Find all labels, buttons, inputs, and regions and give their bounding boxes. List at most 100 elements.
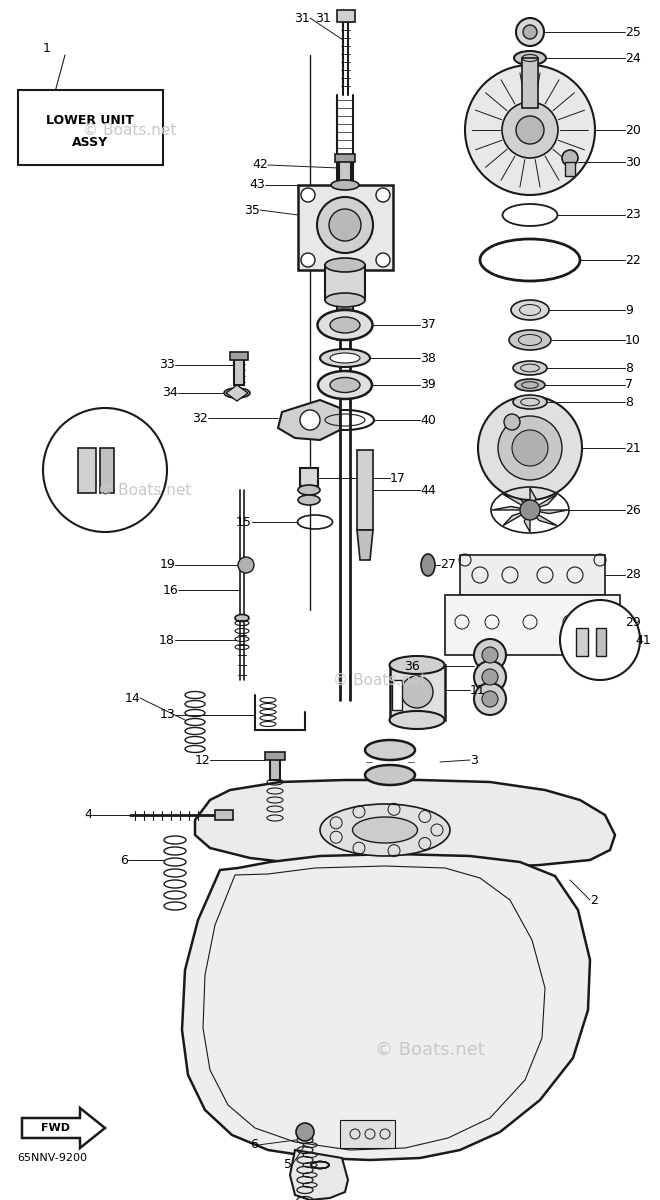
Bar xyxy=(445,595,620,655)
Bar xyxy=(337,10,355,22)
Text: 26: 26 xyxy=(625,504,641,516)
Text: 25: 25 xyxy=(625,25,641,38)
Circle shape xyxy=(516,18,544,46)
Bar xyxy=(234,355,244,385)
Ellipse shape xyxy=(389,710,444,728)
Circle shape xyxy=(474,638,506,671)
Text: FWD: FWD xyxy=(40,1123,69,1133)
Circle shape xyxy=(300,410,320,430)
Bar xyxy=(596,628,606,656)
Text: © Boats.net: © Boats.net xyxy=(333,672,426,688)
Circle shape xyxy=(376,188,390,202)
Text: 12: 12 xyxy=(194,754,210,767)
Bar xyxy=(576,628,588,656)
Text: 29: 29 xyxy=(625,616,641,629)
Bar xyxy=(78,448,96,493)
Bar xyxy=(392,680,402,710)
Text: 21: 21 xyxy=(625,442,641,455)
Circle shape xyxy=(560,600,640,680)
Text: 6: 6 xyxy=(120,853,128,866)
Text: 5: 5 xyxy=(284,1158,292,1171)
Text: © Boats.net: © Boats.net xyxy=(98,482,191,498)
Bar xyxy=(390,665,445,720)
Circle shape xyxy=(301,188,315,202)
Circle shape xyxy=(504,414,520,430)
Circle shape xyxy=(478,396,582,500)
Bar xyxy=(265,752,285,760)
Circle shape xyxy=(401,676,433,708)
Polygon shape xyxy=(503,510,530,526)
Bar xyxy=(357,450,373,530)
Circle shape xyxy=(482,647,498,662)
Text: © Boats.net: © Boats.net xyxy=(375,1040,485,1058)
Text: 36: 36 xyxy=(404,660,420,672)
Text: 17: 17 xyxy=(390,472,406,485)
Text: 38: 38 xyxy=(420,352,436,365)
Bar xyxy=(339,158,351,186)
Circle shape xyxy=(238,557,254,572)
Bar xyxy=(335,154,355,162)
Ellipse shape xyxy=(318,371,372,398)
Circle shape xyxy=(562,150,578,166)
Polygon shape xyxy=(524,510,530,532)
Polygon shape xyxy=(503,494,530,510)
Ellipse shape xyxy=(331,180,359,190)
Ellipse shape xyxy=(298,485,320,494)
Polygon shape xyxy=(530,510,568,514)
Text: 4: 4 xyxy=(84,809,92,822)
Circle shape xyxy=(329,209,361,241)
Text: 30: 30 xyxy=(625,156,641,168)
Text: 3: 3 xyxy=(470,754,478,767)
Ellipse shape xyxy=(509,330,551,350)
Ellipse shape xyxy=(330,378,360,392)
Circle shape xyxy=(482,691,498,707)
Ellipse shape xyxy=(352,817,418,842)
Ellipse shape xyxy=(365,766,415,785)
Text: 1: 1 xyxy=(43,42,51,54)
Ellipse shape xyxy=(235,614,249,622)
Ellipse shape xyxy=(325,258,365,272)
Circle shape xyxy=(516,116,544,144)
Text: 6: 6 xyxy=(250,1139,258,1152)
Circle shape xyxy=(502,102,558,158)
Circle shape xyxy=(482,670,498,685)
Text: 28: 28 xyxy=(625,569,641,582)
Text: 31: 31 xyxy=(315,12,331,24)
Text: 10: 10 xyxy=(625,334,641,347)
Text: 33: 33 xyxy=(159,359,175,372)
Text: 32: 32 xyxy=(192,412,208,425)
Ellipse shape xyxy=(320,349,370,367)
Text: 19: 19 xyxy=(159,558,175,571)
Bar xyxy=(215,810,233,820)
Text: 40: 40 xyxy=(420,414,436,426)
Text: 15: 15 xyxy=(236,516,252,528)
Ellipse shape xyxy=(298,494,320,505)
Polygon shape xyxy=(182,854,590,1160)
Ellipse shape xyxy=(365,740,415,760)
Text: 34: 34 xyxy=(162,386,178,400)
Text: 42: 42 xyxy=(252,158,268,172)
Ellipse shape xyxy=(511,300,549,320)
Polygon shape xyxy=(530,488,536,510)
Polygon shape xyxy=(357,530,373,560)
Text: 8: 8 xyxy=(625,361,633,374)
Circle shape xyxy=(465,65,595,194)
Bar xyxy=(325,265,365,300)
Polygon shape xyxy=(22,1108,105,1148)
Polygon shape xyxy=(278,400,340,440)
Text: 2: 2 xyxy=(590,894,598,906)
Text: 24: 24 xyxy=(625,52,641,65)
Polygon shape xyxy=(290,1150,348,1200)
Text: 7: 7 xyxy=(625,378,633,391)
Text: 23: 23 xyxy=(625,209,641,222)
Circle shape xyxy=(43,408,167,532)
Text: 16: 16 xyxy=(162,583,178,596)
Text: 22: 22 xyxy=(625,253,641,266)
Text: © Boats.net: © Boats.net xyxy=(83,122,177,138)
Text: 65NNV-9200: 65NNV-9200 xyxy=(17,1153,87,1163)
Ellipse shape xyxy=(514,50,546,65)
Circle shape xyxy=(296,1123,314,1141)
Ellipse shape xyxy=(330,317,360,332)
Ellipse shape xyxy=(320,804,450,856)
Polygon shape xyxy=(530,494,557,510)
